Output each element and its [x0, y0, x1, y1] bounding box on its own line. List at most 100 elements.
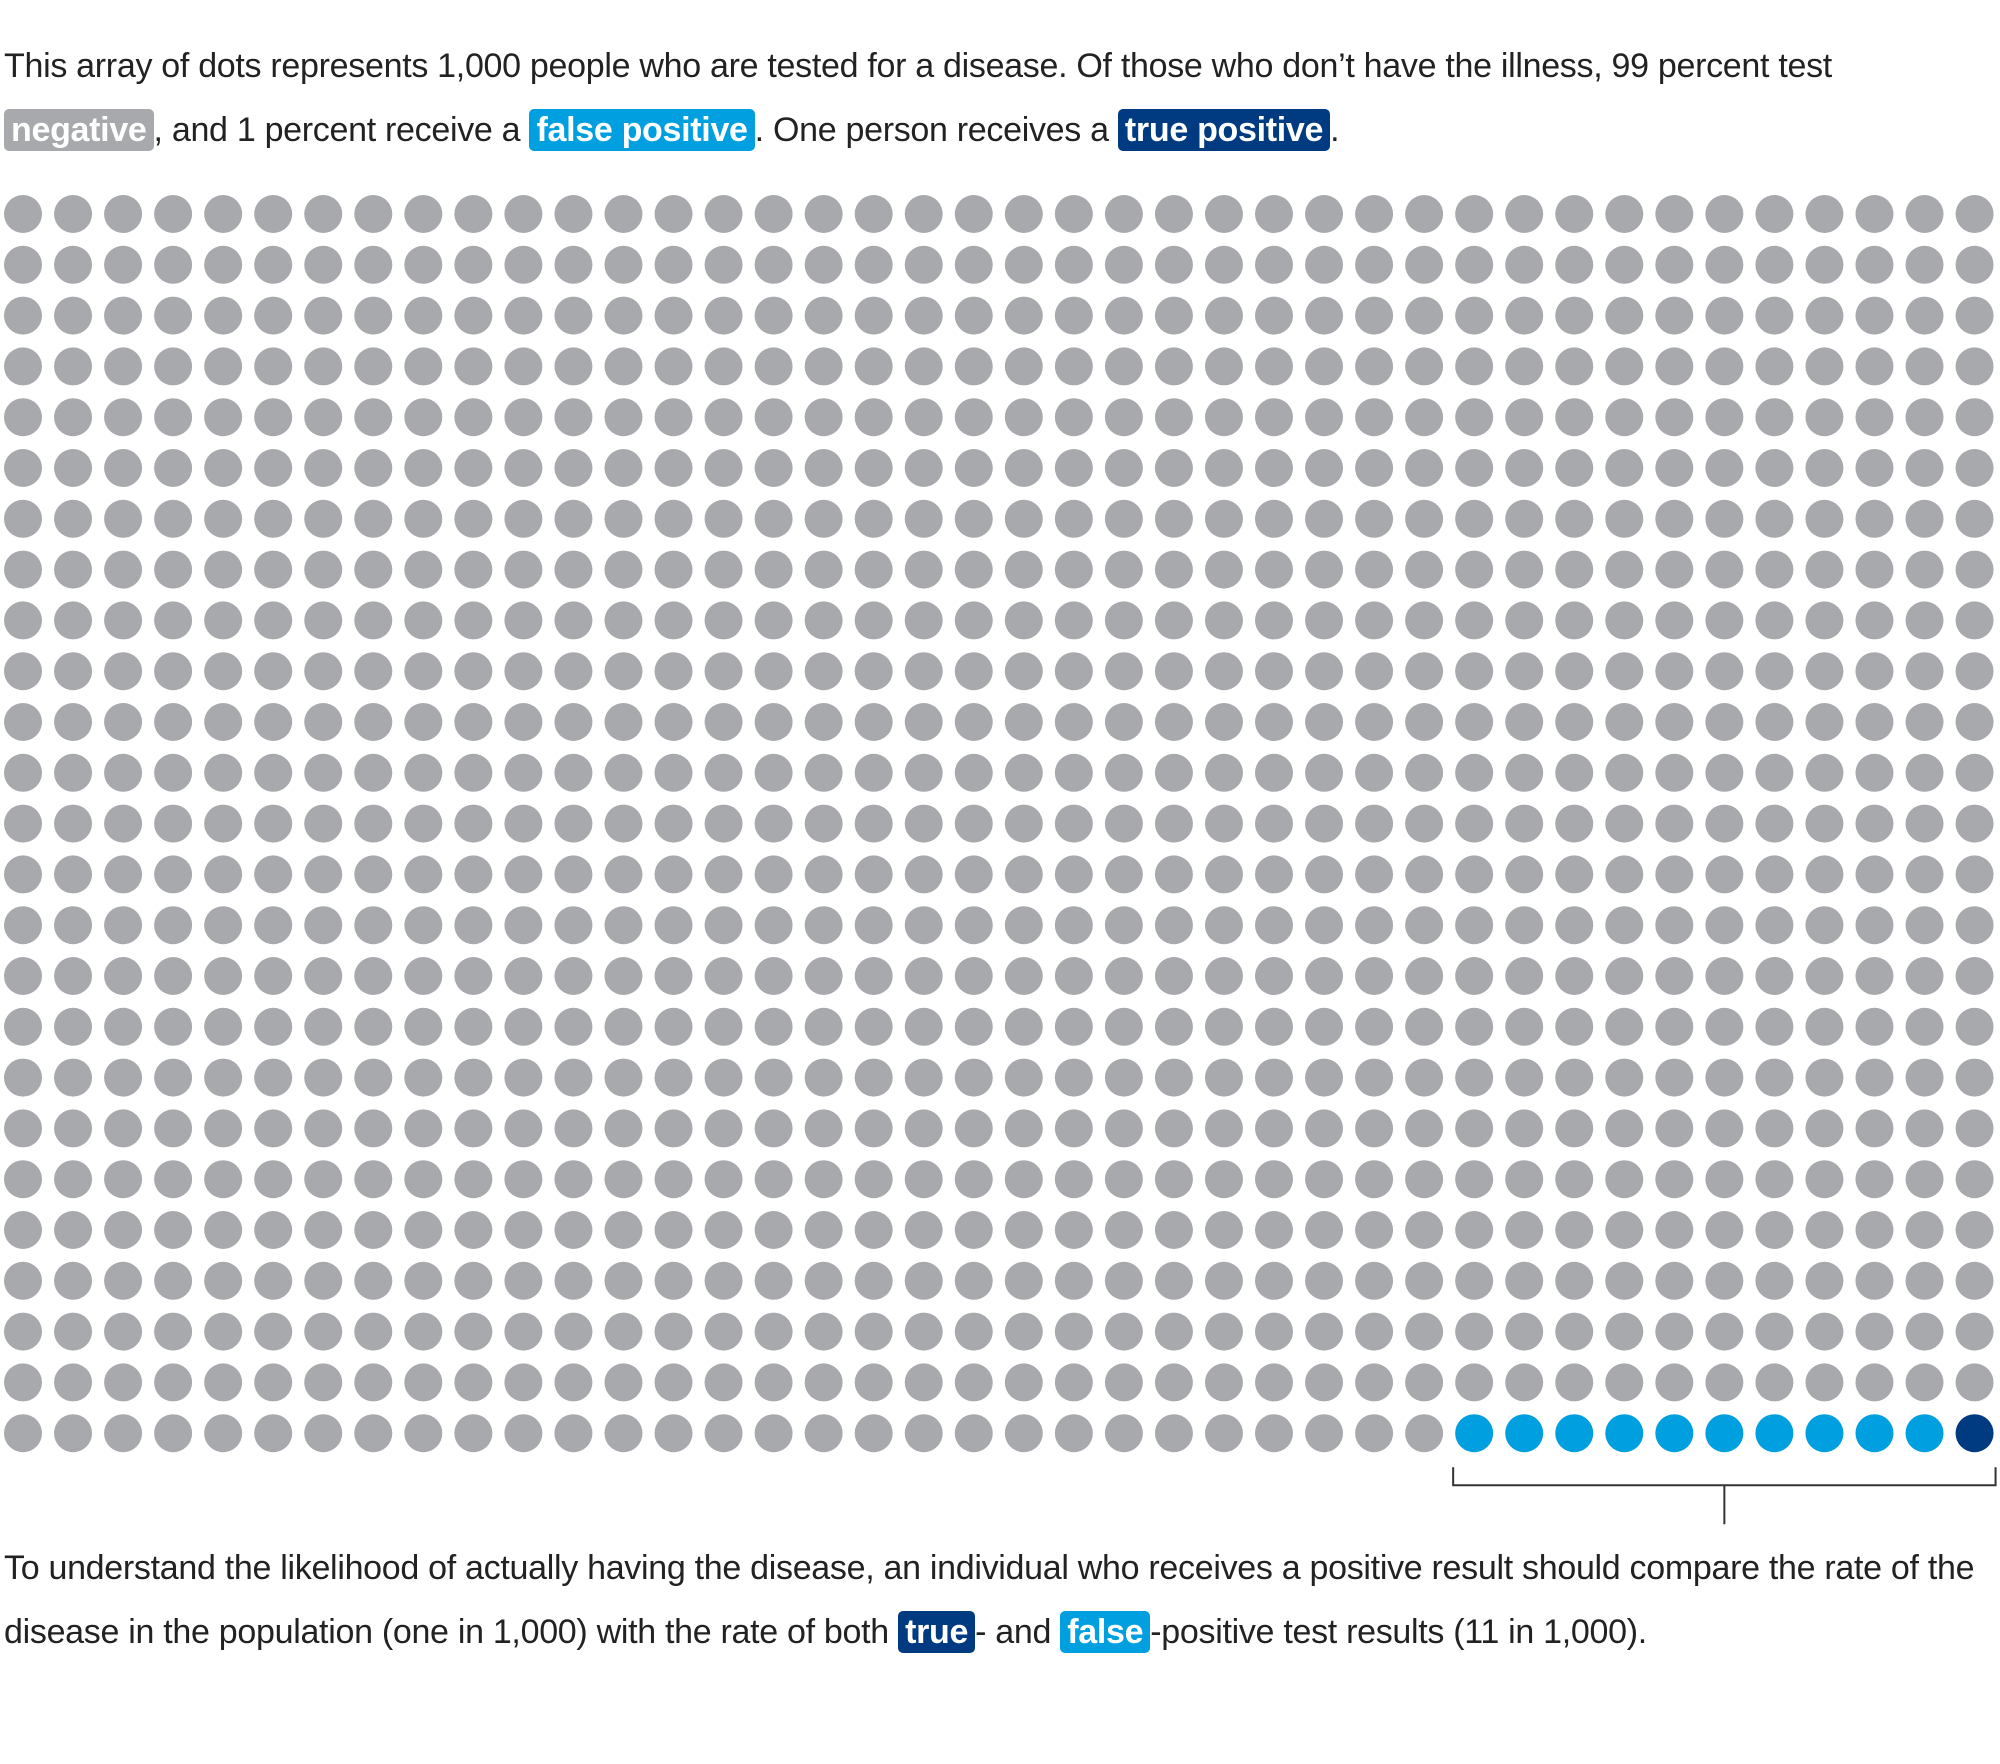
dot: [1455, 804, 1494, 843]
dot: [654, 601, 693, 640]
dot: [1455, 195, 1494, 233]
dot: [204, 703, 243, 741]
dot: [604, 703, 643, 741]
dot: [1505, 449, 1544, 487]
dot: [504, 347, 543, 386]
dot: [554, 957, 593, 995]
dot: [1705, 1312, 1744, 1351]
dot: [1705, 957, 1744, 995]
dot: [1455, 1160, 1494, 1199]
dot: [204, 245, 243, 284]
dot: [554, 1109, 593, 1148]
dot: [1555, 1211, 1594, 1249]
dot: [1555, 1160, 1594, 1199]
dot: [1655, 1160, 1694, 1199]
dot: [304, 1414, 343, 1453]
dot: [1405, 906, 1444, 945]
dot: [1955, 906, 1994, 945]
dot: [204, 499, 243, 538]
dot: [254, 753, 293, 792]
dot: [904, 499, 943, 538]
dot: [104, 1312, 143, 1351]
dot: [1054, 1211, 1093, 1249]
dot: [1204, 906, 1243, 945]
dot: [1204, 1312, 1243, 1351]
dot: [604, 1414, 643, 1453]
dot: [304, 804, 343, 843]
dot: [404, 601, 443, 640]
dot: [1755, 804, 1794, 843]
dot: [854, 855, 893, 894]
dot: [1355, 906, 1394, 945]
dot: [154, 1109, 193, 1148]
dot: [1054, 550, 1093, 589]
dot: [754, 1312, 793, 1351]
dot: [1154, 753, 1193, 792]
dot: [1054, 296, 1093, 335]
dot: [1755, 1414, 1794, 1453]
dot: [704, 804, 743, 843]
dot: [1204, 296, 1243, 335]
dot: [1655, 1007, 1694, 1046]
dot: [304, 957, 343, 995]
dot: [1755, 1058, 1794, 1097]
dot: [4, 1058, 42, 1097]
dot: [1355, 1312, 1394, 1351]
dot: [254, 499, 293, 538]
dot: [354, 855, 393, 894]
dot: [1405, 703, 1444, 741]
outro-part: To understand the likelihood of actually…: [4, 1549, 1975, 1651]
highlight: true: [898, 1611, 976, 1653]
dot: [1255, 398, 1293, 437]
dot: [804, 1261, 843, 1300]
dot: [1905, 855, 1944, 894]
dot: [1405, 1261, 1444, 1300]
dot: [1505, 1007, 1544, 1046]
dot: [304, 652, 343, 691]
dot: [904, 245, 943, 284]
dot: [1255, 753, 1293, 792]
dot: [254, 652, 293, 691]
dot: [54, 1312, 93, 1351]
dot: [954, 855, 993, 894]
dot: [554, 906, 593, 945]
dot: [1855, 398, 1894, 437]
dot: [504, 1211, 543, 1249]
dot: [1054, 499, 1093, 538]
dot: [1255, 1109, 1293, 1148]
dot: [104, 245, 143, 284]
dot: [604, 804, 643, 843]
dot: [1154, 1007, 1193, 1046]
dot: [1255, 449, 1293, 487]
dot: [1905, 1109, 1944, 1148]
dot: [54, 1363, 93, 1402]
dot: [1755, 245, 1794, 284]
dot: [1505, 347, 1544, 386]
legend-label: negative: [4, 109, 154, 151]
dot: [454, 1211, 493, 1249]
dot: [354, 1007, 393, 1046]
dot: [454, 347, 493, 386]
dot: [554, 245, 593, 284]
dot: [1455, 652, 1494, 691]
dot: [1054, 1160, 1093, 1199]
dot: [1905, 703, 1944, 741]
dot: [1204, 347, 1243, 386]
dot: [504, 957, 543, 995]
dot: [1405, 855, 1444, 894]
dot: [1805, 703, 1844, 741]
dot: [504, 652, 543, 691]
dot: [1555, 245, 1594, 284]
dot: [904, 703, 943, 741]
dot: [1305, 1261, 1344, 1300]
dot: [104, 398, 143, 437]
dot: [204, 1160, 243, 1199]
dot: [804, 1211, 843, 1249]
dot: [1955, 753, 1994, 792]
dot: [1805, 855, 1844, 894]
dot: [904, 1160, 943, 1199]
dot: [404, 1007, 443, 1046]
dot: [1855, 347, 1894, 386]
dot: [1855, 652, 1894, 691]
dot: [1355, 296, 1394, 335]
